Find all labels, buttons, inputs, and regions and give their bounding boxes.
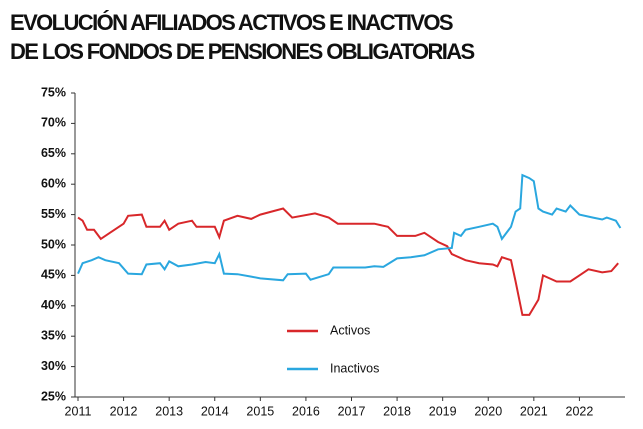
chart-title: EVOLUCIÓN AFILIADOS ACTIVOS E INACTIVOS … (10, 10, 475, 64)
x-tick-label: 2016 (292, 404, 320, 418)
x-tick-label: 2018 (383, 404, 411, 418)
x-tick-label: 2020 (474, 404, 502, 418)
y-tick-label: 50% (41, 237, 66, 251)
y-tick-label: 45% (41, 268, 66, 282)
y-tick-label: 75% (41, 85, 66, 99)
x-tick-label: 2021 (520, 404, 548, 418)
x-tick-label: 2015 (246, 404, 274, 418)
x-tick-label: 2012 (110, 404, 138, 418)
y-tick-label: 35% (41, 328, 66, 342)
y-tick-label: 60% (41, 176, 66, 190)
y-tick-label: 55% (41, 207, 66, 221)
x-tick-label: 2019 (429, 404, 457, 418)
y-tick-label: 40% (41, 298, 66, 312)
y-tick-label: 25% (41, 389, 66, 403)
y-tick-label: 65% (41, 146, 66, 160)
series-line (77, 173, 622, 282)
series-line (77, 207, 619, 316)
x-tick-label: 2014 (201, 404, 229, 418)
y-tick-label: 30% (41, 359, 66, 373)
x-tick-label: 2022 (566, 404, 594, 418)
x-tick-label: 2013 (155, 404, 183, 418)
x-tick-label: 2017 (338, 404, 366, 418)
legend-label: Activos (330, 323, 370, 337)
x-tick-label: 2011 (65, 404, 92, 418)
y-tick-label: 70% (41, 116, 66, 130)
legend-label: Inactivos (330, 361, 379, 375)
